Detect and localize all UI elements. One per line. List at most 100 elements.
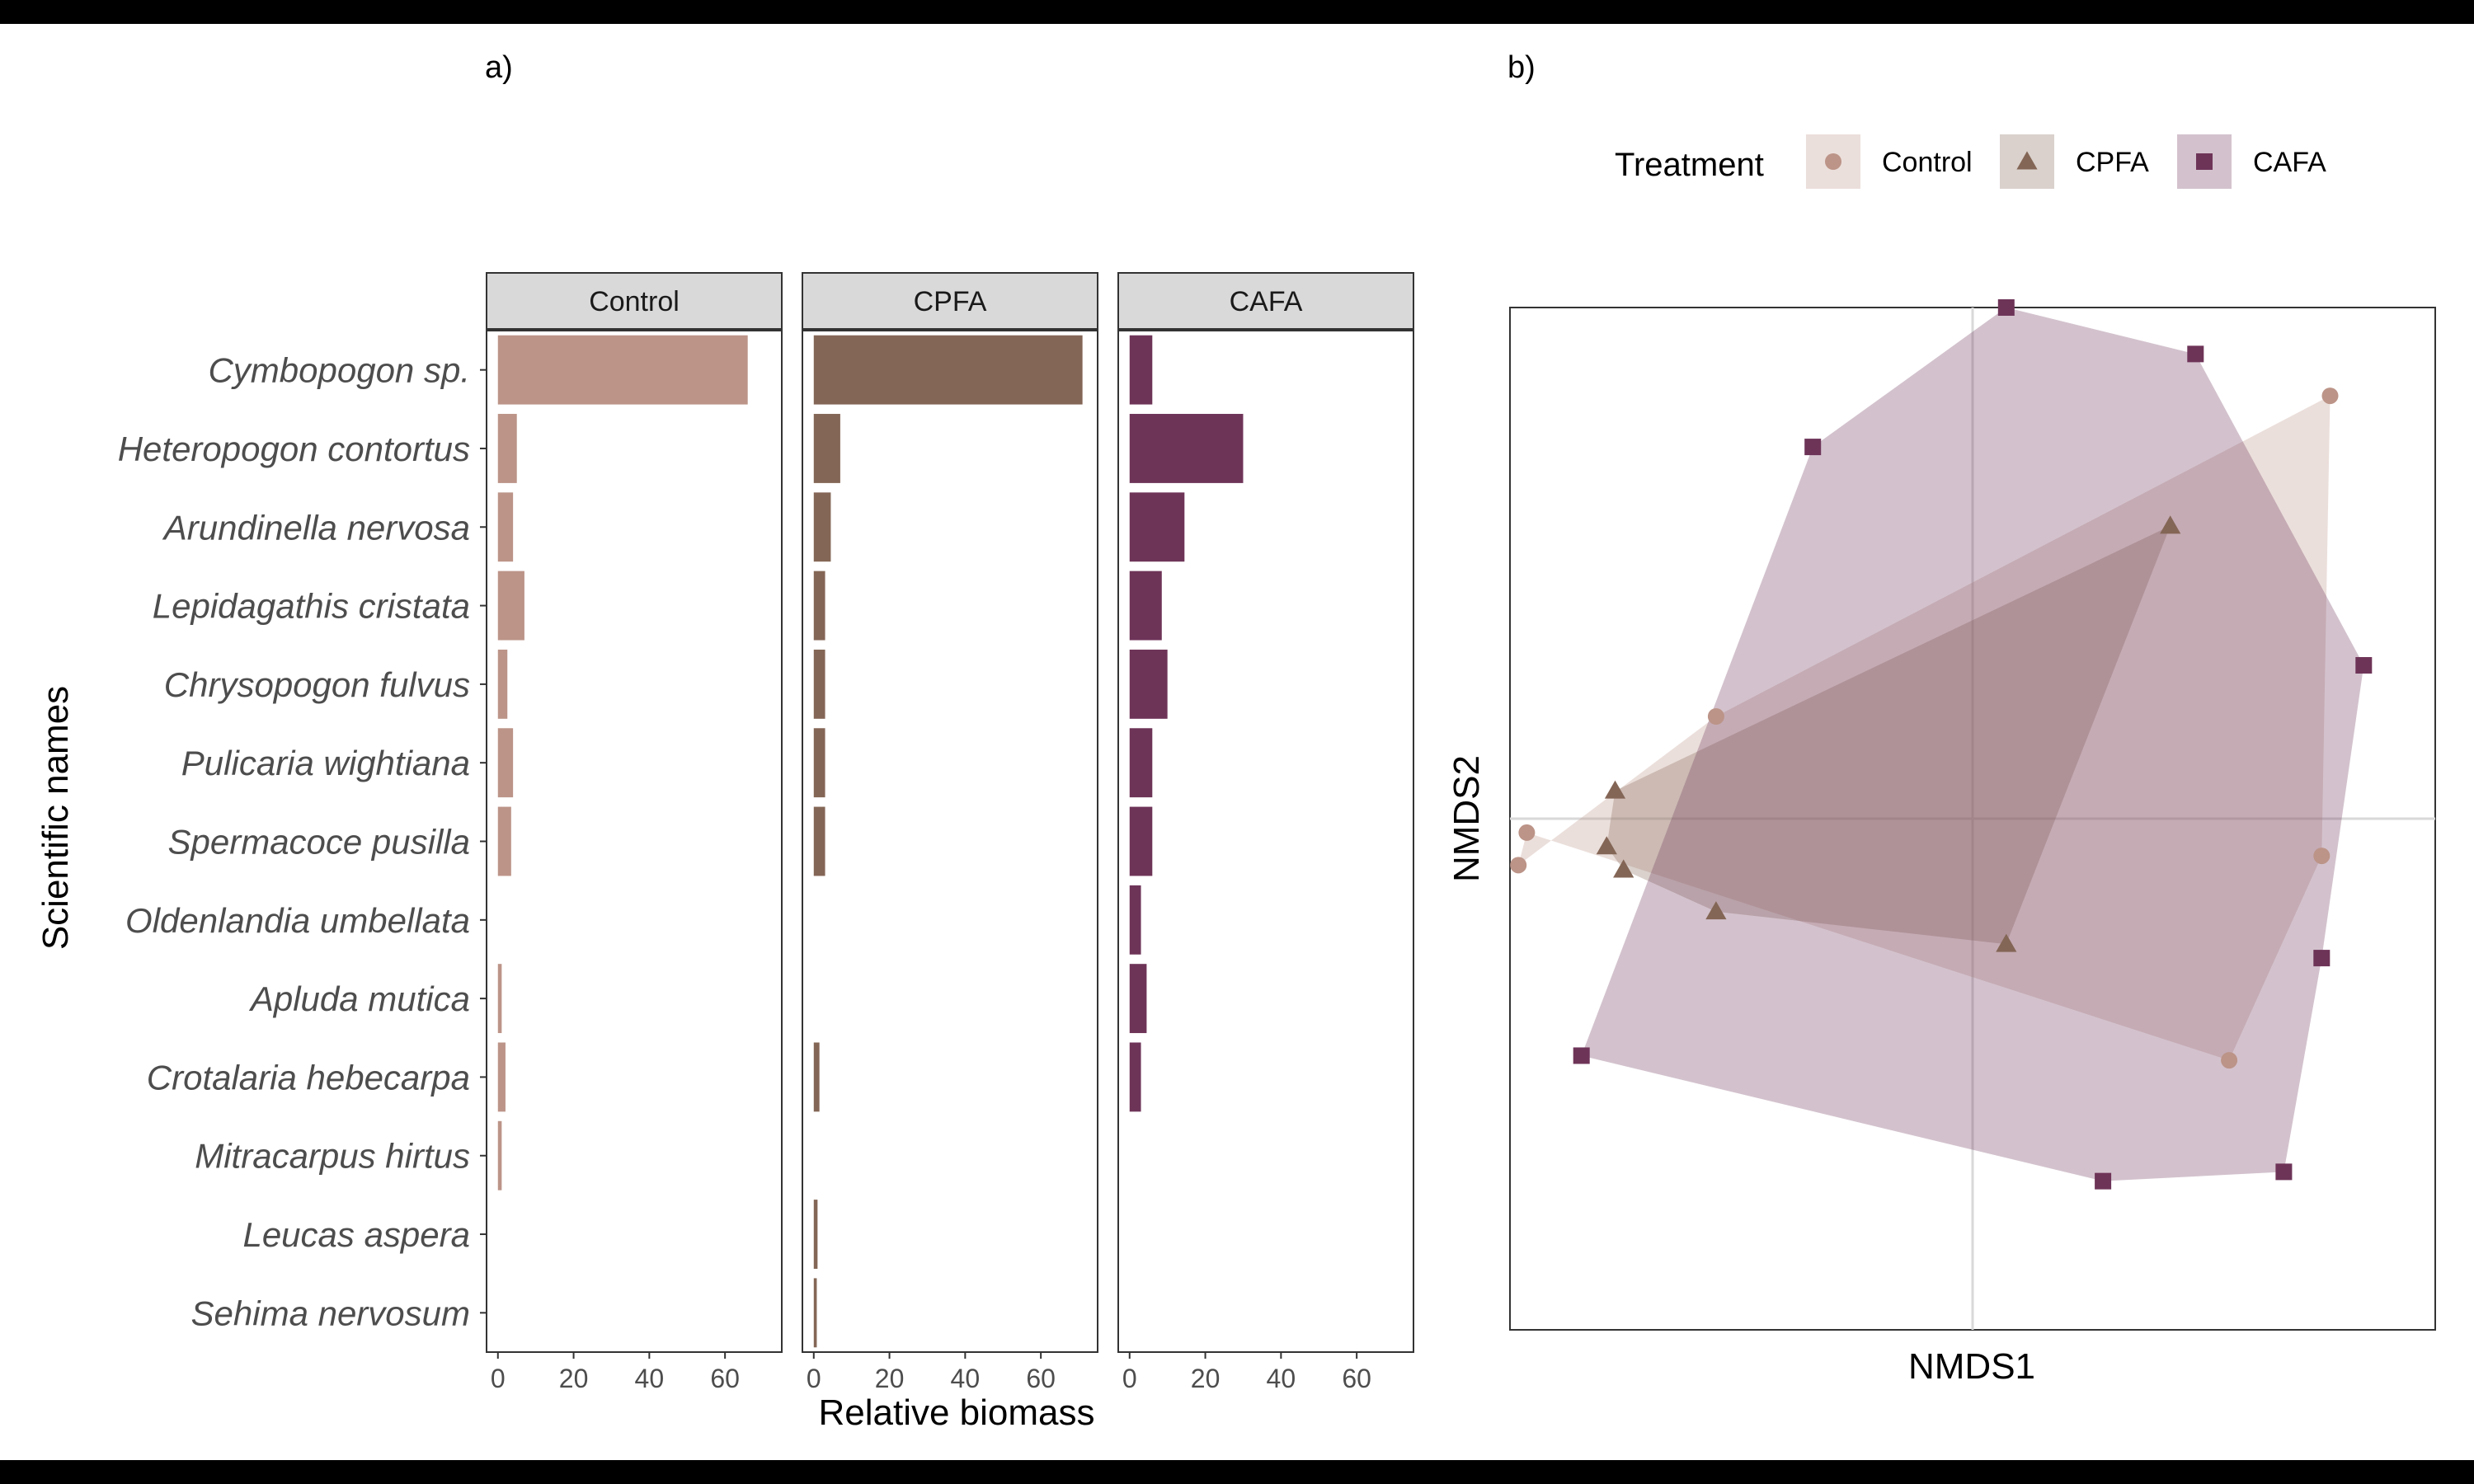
point-cafa	[2355, 657, 2373, 674]
legend-label-cpfa: CPFA	[2076, 147, 2149, 178]
y-axis-title-nmds2: NMDS2	[1446, 755, 1487, 882]
x-tick-labels: 0 20 40 60 0 20 40 60 0 20 40 60	[491, 1352, 1371, 1393]
species-label-apluda-mutica: Apluda mutica	[248, 979, 470, 1018]
facet-frame-control	[486, 330, 783, 1353]
point-cafa	[1804, 439, 1822, 456]
point-control	[2221, 1052, 2238, 1069]
facet-frame-cpfa	[802, 330, 1098, 1353]
bar-cpfa-sehima-nervosum	[813, 1278, 817, 1348]
strip-label-cpfa: CPFA	[914, 286, 987, 317]
hull-control	[1518, 396, 2331, 1061]
bar-cafa-heteropogon-contortus	[1129, 414, 1244, 483]
bar-cafa-oldenlandia-umbellata	[1129, 885, 1141, 955]
facet-strips: Control CPFA CAFA	[486, 272, 1414, 330]
species-label-cymbopogon-sp: Cymbopogon sp.	[208, 351, 470, 390]
strip-control	[486, 272, 783, 330]
bar-cpfa-leucas-aspera	[813, 1200, 818, 1269]
point-cpfa	[1596, 836, 1617, 855]
species-label-mitracarpus-hirtus: Mitracarpus hirtus	[195, 1137, 470, 1176]
point-cafa	[2187, 345, 2204, 363]
x-tick-label-cafa-40: 40	[1267, 1364, 1296, 1393]
x-tick-label-control-40: 40	[635, 1364, 665, 1393]
point-cpfa	[1613, 859, 1634, 878]
panel-a-label: a)	[485, 50, 513, 85]
treatment-legend: Treatment Control CPFA CAFA	[1615, 134, 2326, 189]
point-control	[2321, 387, 2339, 405]
legend-marker-cpfa	[2016, 151, 2038, 170]
bar-cafa-cymbopogon-sp	[1129, 335, 1153, 405]
bar-control-spermacoce-pusilla	[497, 806, 511, 876]
x-axis-title-nmds1: NMDS1	[1908, 1346, 2035, 1387]
species-label-leucas-aspera: Leucas aspera	[242, 1215, 470, 1254]
species-labels: Cymbopogon sp. Heteropogon contortus Arund…	[118, 351, 487, 1332]
bar-cafa-chrysopogon-fulvus	[1129, 649, 1168, 719]
bar-control-arundinella-nervosa	[497, 492, 514, 562]
bar-cpfa-heteropogon-contortus	[813, 414, 840, 483]
bar-cpfa-chrysopogon-fulvus	[813, 649, 825, 719]
species-label-heteropogon-contortus: Heteropogon contortus	[118, 430, 470, 468]
figure-canvas: a) b) Control CPFA CAFA Cymbopogon sp. Hete…	[0, 24, 2474, 1460]
facet-frames	[486, 330, 1414, 1353]
point-cafa	[1997, 299, 2015, 316]
bar-control-pulicaria-wightiana	[497, 728, 514, 798]
species-label-pulicaria-wightiana: Pulicaria wightiana	[181, 744, 470, 782]
bar-cafa-pulicaria-wightiana	[1129, 728, 1153, 798]
species-label-lepidagathis-cristata: Lepidagathis cristata	[153, 587, 470, 626]
legend-marker-control	[1825, 153, 1841, 170]
strip-label-control: Control	[589, 286, 680, 317]
point-control	[1510, 857, 1527, 874]
bar-marks	[497, 335, 1244, 1348]
species-label-sehima-nervosum: Sehima nervosum	[191, 1294, 470, 1332]
bar-cpfa-pulicaria-wightiana	[813, 728, 825, 798]
point-marks	[1510, 299, 2373, 1190]
species-label-arundinella-nervosa: Arundinella nervosa	[162, 508, 470, 547]
species-label-crotalaria-hebecarpa: Crotalaria hebecarpa	[147, 1058, 470, 1097]
point-cafa	[2275, 1163, 2293, 1181]
bar-cafa-arundinella-nervosa	[1129, 492, 1185, 562]
point-control	[1707, 708, 1724, 725]
bar-control-heteropogon-contortus	[497, 414, 517, 483]
point-cpfa	[1996, 933, 2017, 952]
panel-b-label: b)	[1507, 50, 1536, 85]
point-cafa	[1573, 1047, 1590, 1064]
bar-control-lepidagathis-cristata	[497, 571, 524, 641]
bar-cpfa-arundinella-nervosa	[813, 492, 831, 562]
point-cpfa	[1705, 901, 1727, 920]
bar-control-crotalaria-hebecarpa	[497, 1042, 506, 1112]
x-tick-label-cpfa-40: 40	[951, 1364, 981, 1393]
reference-lines	[1510, 308, 2435, 1330]
x-tick-label-cpfa-60: 60	[1026, 1364, 1056, 1393]
strip-cafa	[1117, 272, 1414, 330]
bar-control-chrysopogon-fulvus	[497, 649, 508, 719]
legend-label-control: Control	[1882, 147, 1973, 178]
legend-marker-cafa	[2196, 153, 2213, 170]
point-cafa	[2095, 1172, 2112, 1190]
strip-cpfa	[802, 272, 1098, 330]
hull-cpfa	[1606, 525, 2171, 945]
point-control	[1518, 824, 1536, 841]
x-tick-label-cafa-60: 60	[1342, 1364, 1371, 1393]
point-cpfa	[1604, 780, 1626, 799]
x-tick-label-cpfa-20: 20	[875, 1364, 905, 1393]
point-cpfa	[2160, 515, 2181, 534]
bar-control-mitracarpus-hirtus	[497, 1120, 502, 1190]
bar-control-apluda-mutica	[497, 964, 502, 1034]
point-control	[2313, 848, 2331, 865]
bar-cafa-crotalaria-hebecarpa	[1129, 1042, 1141, 1112]
x-tick-label-control-0: 0	[491, 1364, 506, 1393]
bar-cpfa-cymbopogon-sp	[813, 335, 1083, 405]
x-tick-label-cpfa-0: 0	[807, 1364, 821, 1393]
bar-cafa-lepidagathis-cristata	[1129, 571, 1162, 641]
x-axis-title-biomass: Relative biomass	[818, 1392, 1094, 1433]
facet-frame-cafa	[1117, 330, 1414, 1353]
bar-cpfa-lepidagathis-cristata	[813, 571, 825, 641]
point-cafa	[2313, 950, 2331, 967]
strip-label-cafa: CAFA	[1230, 286, 1303, 317]
bar-cpfa-spermacoce-pusilla	[813, 806, 825, 876]
species-label-chrysopogon-fulvus: Chrysopogon fulvus	[164, 665, 470, 704]
x-tick-label-control-60: 60	[710, 1364, 740, 1393]
species-label-spermacoce-pusilla: Spermacoce pusilla	[167, 823, 470, 862]
bar-cafa-apluda-mutica	[1129, 964, 1147, 1034]
x-tick-label-control-20: 20	[559, 1364, 589, 1393]
bar-cpfa-crotalaria-hebecarpa	[813, 1042, 820, 1112]
